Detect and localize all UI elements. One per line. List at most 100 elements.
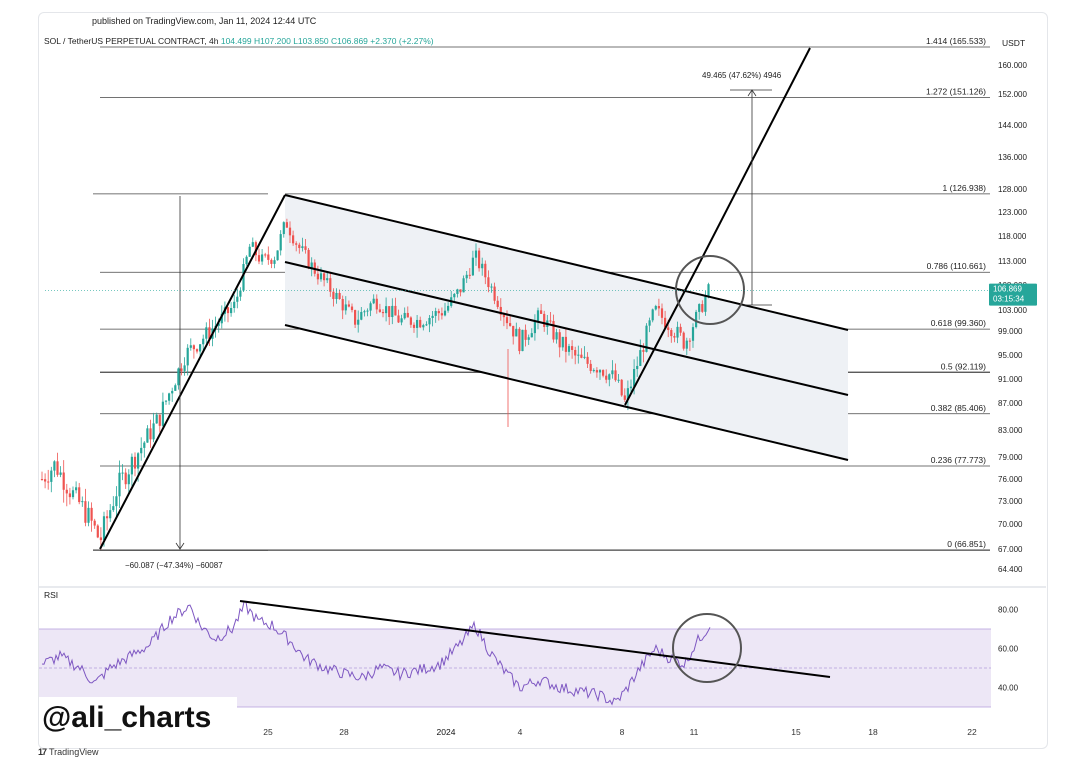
candle-body bbox=[239, 290, 242, 297]
channel-lower-line bbox=[284, 324, 849, 461]
candle-body bbox=[375, 298, 378, 310]
candle-body bbox=[248, 246, 251, 257]
candle-body bbox=[412, 324, 416, 328]
tradingview-logo[interactable]: 17 TradingView bbox=[38, 747, 99, 757]
candle-body bbox=[406, 312, 409, 318]
candle-body bbox=[434, 311, 437, 316]
candle-body bbox=[109, 510, 112, 519]
candle-body bbox=[536, 310, 540, 321]
candle-body bbox=[462, 278, 465, 293]
candle-body bbox=[648, 320, 651, 326]
measure-down-arrow bbox=[175, 542, 185, 550]
candle-body bbox=[236, 296, 239, 302]
candle-body bbox=[676, 326, 679, 338]
candle-body bbox=[174, 385, 177, 391]
candle-body bbox=[168, 393, 171, 401]
candle-body bbox=[127, 474, 130, 485]
candle-body bbox=[574, 349, 577, 356]
candle-body bbox=[679, 326, 682, 333]
candle-body bbox=[332, 291, 335, 300]
candle-body bbox=[664, 317, 667, 328]
candle-body bbox=[543, 313, 546, 327]
rsi-breakout-circle bbox=[672, 613, 742, 683]
candle-body bbox=[202, 338, 205, 345]
candle-body bbox=[595, 370, 598, 373]
candle-body bbox=[571, 346, 574, 350]
candle-body bbox=[292, 235, 295, 244]
candle-body bbox=[65, 489, 68, 494]
breakout-circle bbox=[675, 255, 745, 325]
candle-body bbox=[617, 379, 620, 381]
candle-body bbox=[99, 537, 102, 541]
fib-label: 0.5 (92.119) bbox=[941, 361, 986, 371]
candle-body bbox=[505, 317, 509, 324]
candle-body bbox=[527, 337, 530, 340]
current-price-label: 106.869 bbox=[993, 285, 1022, 294]
candle-body bbox=[509, 323, 512, 326]
candle-body bbox=[233, 301, 236, 309]
candle-body bbox=[496, 300, 499, 307]
candle-body bbox=[149, 428, 152, 440]
fib-label: 1.272 (151.126) bbox=[926, 86, 986, 96]
candle-body bbox=[304, 246, 307, 250]
candle-body bbox=[567, 346, 571, 352]
candle-body bbox=[484, 263, 487, 278]
candle-body bbox=[264, 254, 267, 256]
symbol-name[interactable]: SOL / TetherUS PERPETUAL CONTRACT, 4h bbox=[44, 36, 219, 46]
candle-body bbox=[40, 479, 44, 480]
candle-body bbox=[310, 262, 313, 268]
candle-body bbox=[654, 306, 657, 310]
candle-body bbox=[146, 428, 149, 443]
published-note: published on TradingView.com, Jan 11, 20… bbox=[92, 16, 317, 26]
candle-body bbox=[155, 414, 158, 424]
candle-body bbox=[267, 254, 270, 260]
candle-body bbox=[633, 369, 636, 387]
tv-logo-icon: 17 bbox=[38, 747, 47, 757]
candle-body bbox=[555, 332, 558, 340]
candle-body bbox=[270, 259, 273, 264]
price-tick-label: 103.000 bbox=[998, 306, 1027, 315]
price-tick-label: 136.000 bbox=[998, 153, 1027, 162]
candle-body bbox=[660, 308, 664, 318]
candle-body bbox=[667, 327, 670, 331]
candle-body bbox=[620, 379, 623, 396]
measure-up-label: 49.465 (47.62%) 4946 bbox=[702, 71, 782, 80]
candle-body bbox=[112, 506, 115, 511]
price-tick-label: 128.000 bbox=[998, 185, 1027, 194]
candle-body bbox=[124, 472, 127, 485]
candle-body bbox=[230, 308, 233, 314]
candle-body bbox=[245, 256, 248, 265]
candle-body bbox=[459, 289, 462, 293]
candle-body bbox=[605, 375, 608, 380]
candle-body bbox=[391, 305, 394, 318]
candle-body bbox=[161, 401, 164, 426]
price-tick-label: 144.000 bbox=[998, 121, 1027, 130]
candle-body bbox=[189, 345, 192, 348]
symbol-legend[interactable]: SOL / TetherUS PERPETUAL CONTRACT, 4h 10… bbox=[44, 36, 434, 46]
candle-body bbox=[558, 332, 561, 348]
rsi-tick-label: 40.00 bbox=[998, 684, 1019, 693]
candle-body bbox=[381, 311, 385, 314]
candle-body bbox=[397, 315, 400, 323]
candle-body bbox=[533, 320, 536, 334]
candle-body bbox=[388, 306, 391, 318]
candle-body bbox=[363, 311, 366, 313]
candle-body bbox=[580, 354, 583, 358]
ohlc-high: H107.200 bbox=[253, 36, 291, 46]
candle-body bbox=[177, 368, 180, 386]
candle-body bbox=[44, 479, 47, 482]
candle-body bbox=[279, 234, 282, 251]
candle-body bbox=[629, 386, 633, 389]
candle-body bbox=[335, 292, 338, 300]
candle-body bbox=[205, 327, 208, 339]
candle-body bbox=[78, 487, 81, 503]
price-axis[interactable]: 64.400 67.000 70.000 73.000 76.000 79.000 83.0… bbox=[45, 38, 1037, 574]
fib-label: 1.414 (165.533) bbox=[926, 36, 986, 46]
candle-body bbox=[474, 250, 478, 258]
current-price-tag bbox=[989, 283, 1037, 306]
candle-body bbox=[118, 472, 121, 497]
time-axis[interactable]: 25 28 2024 4 8 11 15 18 22 bbox=[263, 727, 977, 737]
price-tick-label: 67.000 bbox=[998, 545, 1023, 554]
candle-body bbox=[180, 368, 183, 371]
